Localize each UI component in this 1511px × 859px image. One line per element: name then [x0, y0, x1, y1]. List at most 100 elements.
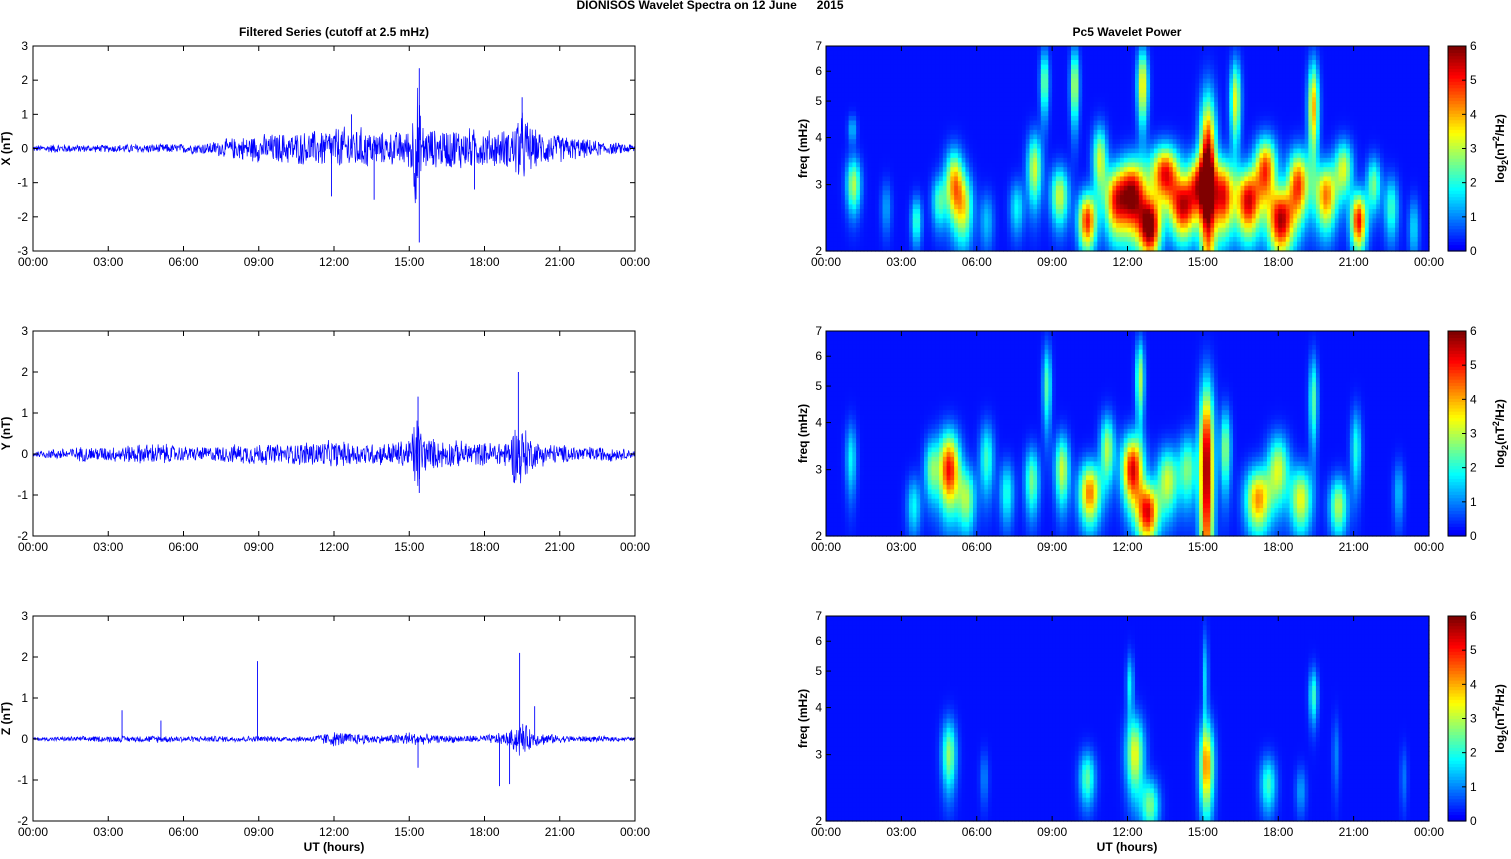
heatmap-cell: [1154, 130, 1158, 135]
heatmap-cell: [924, 125, 928, 130]
heatmap-cell: [1090, 93, 1094, 98]
heatmap-cell: [1173, 102, 1177, 107]
heatmap-cell: [905, 93, 909, 98]
heatmap-cell: [932, 186, 936, 191]
heatmap-cell: [1075, 69, 1079, 74]
heatmap-cell: [1086, 97, 1090, 102]
heatmap-cell: [1003, 242, 1007, 247]
heatmap-cell: [965, 116, 969, 121]
heatmap-cell: [1161, 167, 1165, 172]
heatmap-cell: [984, 176, 988, 181]
heatmap-cell: [1101, 139, 1105, 144]
heatmap-cell: [1011, 107, 1015, 112]
heatmap-cell: [864, 176, 868, 181]
heatmap-cell: [969, 200, 973, 205]
heatmap-cell: [1150, 204, 1154, 209]
heatmap-cell: [1225, 121, 1229, 126]
heatmap-cell: [856, 232, 860, 237]
heatmap-cell: [1063, 55, 1067, 60]
heatmap-cell: [1203, 102, 1207, 107]
heatmap-cell: [988, 167, 992, 172]
heatmap-cell: [1030, 144, 1034, 149]
heatmap-cell: [1165, 176, 1169, 181]
heatmap-cell: [1045, 139, 1049, 144]
heatmap-cell: [826, 93, 830, 98]
heatmap-cell: [1082, 116, 1086, 121]
heatmap-cell: [1075, 116, 1079, 121]
heatmap-cell: [1203, 204, 1207, 209]
heatmap-cell: [1146, 139, 1150, 144]
heatmap-cell: [1082, 144, 1086, 149]
heatmap-cell: [1184, 111, 1188, 116]
heatmap-cell: [1150, 153, 1154, 158]
heatmap-cell: [932, 223, 936, 228]
heatmap-cell: [1173, 116, 1177, 121]
heatmap-cell: [1188, 125, 1192, 130]
heatmap-cell: [954, 172, 958, 177]
heatmap-cell: [988, 139, 992, 144]
heatmap-cell: [841, 209, 845, 214]
heatmap-cell: [864, 149, 868, 154]
heatmap-cell: [886, 158, 890, 163]
heatmap-cell: [1056, 93, 1060, 98]
heatmap-cell: [890, 176, 894, 181]
heatmap-cell: [988, 69, 992, 74]
heatmap-cell: [962, 93, 966, 98]
heatmap-cell: [1192, 125, 1196, 130]
heatmap-cell: [1026, 121, 1030, 126]
heatmap-cell: [1120, 102, 1124, 107]
filtered-x-xtick-label: 00:00: [18, 255, 48, 269]
heatmap-cell: [898, 111, 902, 116]
heatmap-cell: [1063, 149, 1067, 154]
heatmap-cell: [830, 139, 834, 144]
heatmap-cell: [1139, 121, 1143, 126]
heatmap-cell: [1075, 46, 1079, 51]
heatmap-cell: [996, 93, 1000, 98]
heatmap-cell: [1199, 181, 1203, 186]
heatmap-cell: [909, 162, 913, 167]
heatmap-cell: [883, 125, 887, 130]
heatmap-cell: [969, 172, 973, 177]
heatmap-cell: [1116, 97, 1120, 102]
heatmap-cell: [909, 125, 913, 130]
heatmap-cell: [932, 172, 936, 177]
heatmap-cell: [1233, 228, 1237, 233]
heatmap-cell: [1158, 181, 1162, 186]
heatmap-cell: [1214, 218, 1218, 223]
heatmap-cell: [1158, 190, 1162, 195]
heatmap-cell: [1203, 79, 1207, 84]
heatmap-cell: [867, 130, 871, 135]
heatmap-cell: [1150, 130, 1154, 135]
heatmap-cell: [834, 167, 838, 172]
heatmap-cell: [1143, 102, 1147, 107]
heatmap-cell: [1218, 176, 1222, 181]
heatmap-cell: [996, 135, 1000, 140]
heatmap-cell: [841, 218, 845, 223]
heatmap-cell: [834, 139, 838, 144]
heatmap-cell: [1018, 65, 1022, 70]
heatmap-cell: [954, 111, 958, 116]
heatmap-cell: [830, 69, 834, 74]
heatmap-cell: [1146, 149, 1150, 154]
heatmap-cell: [1176, 223, 1180, 228]
heatmap-cell: [1195, 139, 1199, 144]
heatmap-cell: [1139, 237, 1143, 242]
heatmap-cell: [1022, 121, 1026, 126]
heatmap-cell: [1210, 223, 1214, 228]
heatmap-cell: [1184, 167, 1188, 172]
heatmap-cell: [1101, 107, 1105, 112]
heatmap-cell: [1214, 79, 1218, 84]
heatmap-cell: [1154, 223, 1158, 228]
heatmap-cell: [947, 130, 951, 135]
heatmap-cell: [1169, 167, 1173, 172]
heatmap-cell: [1192, 102, 1196, 107]
heatmap-cell: [1079, 167, 1083, 172]
heatmap-cell: [1086, 162, 1090, 167]
heatmap-cell: [1131, 97, 1135, 102]
heatmap-cell: [1011, 242, 1015, 247]
heatmap-cell: [845, 102, 849, 107]
heatmap-cell: [977, 55, 981, 60]
heatmap-cell: [883, 111, 887, 116]
heatmap-cell: [954, 79, 958, 84]
heatmap-cell: [1128, 121, 1132, 126]
